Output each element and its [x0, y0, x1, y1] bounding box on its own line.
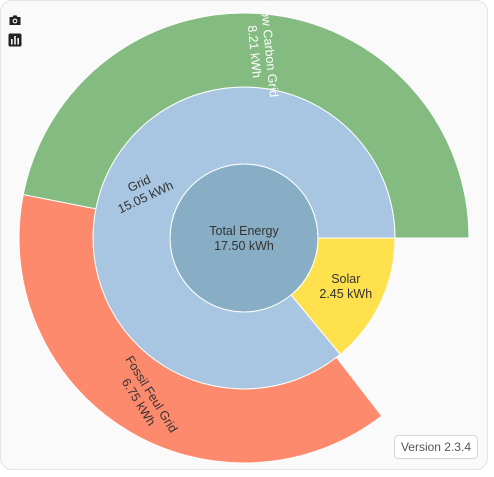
version-badge: Version 2.3.4: [393, 435, 478, 459]
segment-label-solar: Solar 2.45 kWh: [319, 272, 372, 301]
bar-chart-icon[interactable]: [8, 33, 22, 47]
segment-low-carbon-grid[interactable]: [22, 12, 470, 239]
sunburst-card: Total Energy 17.50 kWh Grid15.05 kWh Low Ca…: [0, 0, 488, 470]
segment-label-total-energy: Total Energy 17.50 kWh: [209, 224, 279, 253]
camera-icon[interactable]: [8, 13, 22, 27]
segment-fossil-feul-grid[interactable]: [18, 194, 383, 464]
segment-solar[interactable]: [290, 237, 396, 356]
